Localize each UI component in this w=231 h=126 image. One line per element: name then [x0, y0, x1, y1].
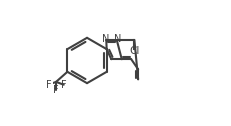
Text: N: N — [114, 34, 121, 44]
Text: N: N — [101, 34, 109, 44]
Text: F: F — [61, 80, 66, 90]
Text: F: F — [53, 85, 59, 95]
Text: F: F — [45, 80, 51, 90]
Text: Cl: Cl — [129, 46, 139, 56]
